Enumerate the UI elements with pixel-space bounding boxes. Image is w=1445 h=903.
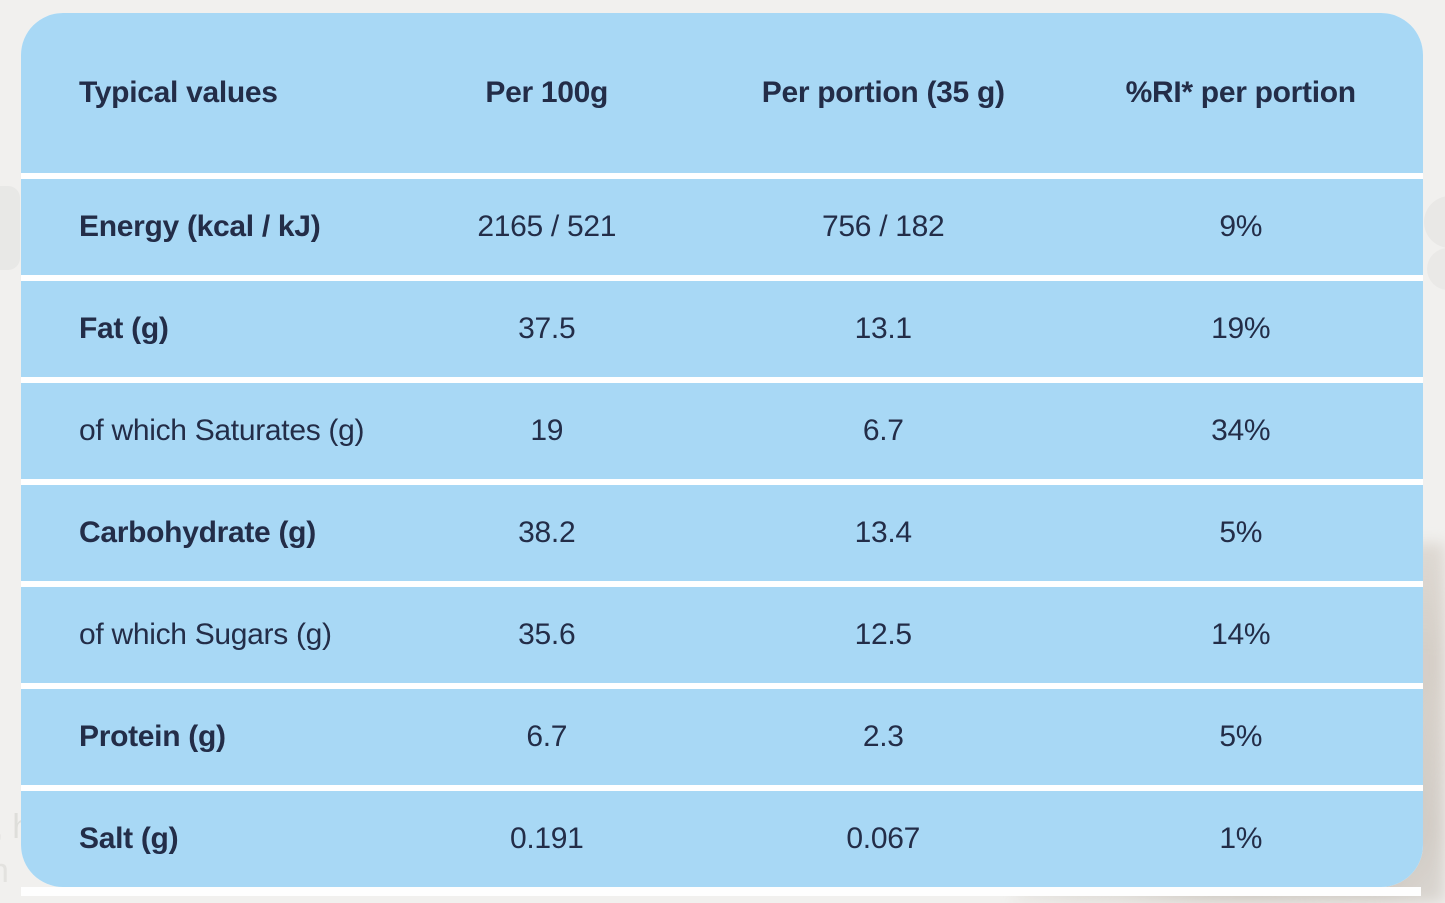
value-per-100g: 0.191 [509, 822, 584, 855]
value-per-portion: 2.3 [862, 720, 904, 753]
white-strip [21, 887, 1421, 896]
table-row-energy: Energy (kcal / kJ) 2165 / 521 756 / 182 … [21, 179, 1423, 275]
value-per-portion: 13.1 [854, 312, 913, 345]
value-ri: 14% [1211, 618, 1271, 651]
table-row-protein: Protein (g) 6.7 2.3 5% [21, 689, 1423, 785]
row-label: Fat (g) [79, 312, 169, 345]
value-ri: 5% [1219, 516, 1263, 549]
value-per-100g: 6.7 [526, 720, 568, 753]
column-header-typical-values: Typical values [79, 76, 278, 109]
row-label: Salt (g) [79, 822, 179, 855]
value-ri: 34% [1211, 414, 1271, 447]
background-artifact-blob [1427, 248, 1445, 290]
table-header-row: Typical values Per 100g Per portion (35 … [21, 13, 1423, 173]
row-label: of which Saturates (g) [79, 414, 365, 447]
value-per-portion: 13.4 [854, 516, 913, 549]
column-header-ri-per-portion: %RI* per portion [1125, 76, 1357, 109]
table-row-carbohydrate: Carbohydrate (g) 38.2 13.4 5% [21, 485, 1423, 581]
value-ri: 1% [1219, 822, 1263, 855]
value-ri: 19% [1211, 312, 1271, 345]
value-per-portion: 756 / 182 [822, 210, 945, 243]
value-per-portion: 12.5 [854, 618, 913, 651]
table-row-sugars: of which Sugars (g) 35.6 12.5 14% [21, 587, 1423, 683]
row-label: Protein (g) [79, 720, 226, 753]
row-label: Energy (kcal / kJ) [79, 210, 321, 243]
value-per-100g: 2165 / 521 [477, 210, 617, 243]
value-ri: 9% [1219, 210, 1263, 243]
row-label: of which Sugars (g) [79, 618, 332, 651]
background-artifact-bar [0, 186, 20, 270]
value-per-100g: 35.6 [518, 618, 576, 651]
value-per-100g: 37.5 [518, 312, 576, 345]
value-ri: 5% [1219, 720, 1263, 753]
column-header-per-portion: Per portion (35 g) [761, 76, 1005, 109]
background-artifact-blob [1424, 196, 1445, 248]
row-label: Carbohydrate (g) [79, 516, 316, 549]
value-per-portion: 6.7 [862, 414, 904, 447]
background-text-fragment: n [0, 852, 9, 891]
value-per-100g: 19 [530, 414, 564, 447]
column-header-per-100g: Per 100g [485, 76, 609, 109]
table-row-fat: Fat (g) 37.5 13.1 19% [21, 281, 1423, 377]
table-row-salt: Salt (g) 0.191 0.067 1% [21, 791, 1423, 887]
value-per-portion: 0.067 [846, 822, 920, 855]
value-per-100g: 38.2 [518, 516, 576, 549]
table-row-saturates: of which Saturates (g) 19 6.7 34% [21, 383, 1423, 479]
nutrition-table: Typical values Per 100g Per portion (35 … [21, 13, 1423, 887]
